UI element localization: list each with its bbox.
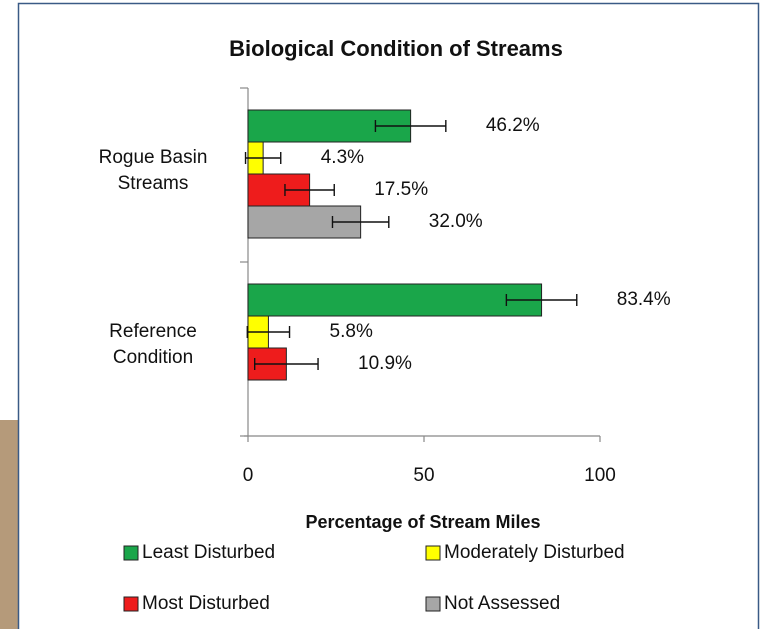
legend-label: Least Disturbed (142, 542, 275, 563)
error-bar (253, 358, 319, 370)
error-bar (246, 326, 291, 338)
data-label: 17.5% (374, 179, 428, 200)
category-label: Reference Condition (109, 321, 197, 368)
legend-swatch (123, 596, 139, 612)
error-bar (284, 184, 335, 196)
category-label: Rogue Basin Streams (98, 147, 208, 194)
x-tick-label: 0 (243, 465, 254, 486)
legend-label: Moderately Disturbed (444, 542, 625, 563)
data-label: 5.8% (330, 321, 373, 342)
data-label: 83.4% (617, 289, 671, 310)
error-bar (244, 152, 282, 164)
error-bar (331, 216, 390, 228)
x-axis-label: Percentage of Stream Miles (305, 512, 540, 532)
background-photo (0, 420, 20, 629)
chart-title: Biological Condition of Streams (229, 36, 563, 61)
error-bar (505, 294, 578, 306)
data-label: 46.2% (486, 115, 540, 136)
legend-label: Not Assessed (444, 593, 560, 614)
legend-swatch (425, 596, 441, 612)
bar (247, 283, 543, 317)
data-label: 4.3% (321, 147, 364, 168)
data-label: 10.9% (358, 353, 412, 374)
legend-swatch (425, 545, 441, 561)
x-tick-label: 50 (413, 465, 434, 486)
error-bar (374, 120, 447, 132)
legend-label: Most Disturbed (142, 593, 270, 614)
legend-swatch (123, 545, 139, 561)
x-tick-label: 100 (584, 465, 616, 486)
data-label: 32.0% (429, 211, 483, 232)
